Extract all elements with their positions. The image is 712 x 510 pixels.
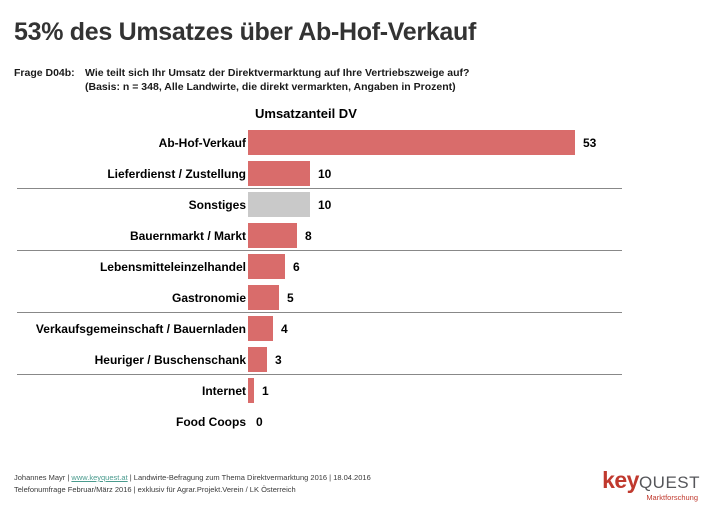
- bar-label: Lebensmitteleinzelhandel: [99, 259, 246, 274]
- footer-survey-info: | Landwirte-Befragung zum Thema Direktve…: [127, 473, 371, 482]
- keyquest-link[interactable]: www.keyquest.at: [71, 473, 128, 482]
- group-divider: [17, 250, 622, 251]
- bar-row: Gastronomie 5: [0, 282, 712, 313]
- bar: [248, 161, 310, 186]
- bar: [248, 192, 310, 217]
- bar-value: 6: [293, 259, 300, 274]
- question-label: Frage D04b:: [14, 67, 75, 79]
- question-line2: (Basis: n = 348, Alle Landwirte, die dir…: [85, 81, 456, 93]
- bar-row: Food Coops 0: [0, 406, 712, 437]
- bar: [248, 285, 279, 310]
- bar-row: Sonstiges 10: [0, 189, 712, 220]
- bar-row: Bauernmarkt / Markt 8: [0, 220, 712, 251]
- bar-row: Lebensmitteleinzelhandel 6: [0, 251, 712, 282]
- question-line1: Wie teilt sich Ihr Umsatz der Direktverm…: [85, 67, 470, 79]
- bar-label: Ab-Hof-Verkauf: [158, 135, 246, 150]
- group-divider: [17, 374, 622, 375]
- footer-author: Johannes Mayr |: [14, 473, 72, 482]
- question-text: Wie teilt sich Ihr Umsatz der Direktverm…: [85, 66, 634, 94]
- bar-label: Food Coops: [176, 414, 246, 429]
- group-divider: [17, 312, 622, 313]
- bar-label: Lieferdienst / Zustellung: [107, 166, 246, 181]
- bar: [248, 223, 297, 248]
- logo-subtitle: Marktforschung: [646, 493, 698, 502]
- bar-label: Verkaufsgemeinschaft / Bauernladen: [35, 321, 246, 336]
- logo-quest-text: QUEST: [638, 473, 700, 492]
- bar: [248, 130, 575, 155]
- logo-wordmark: keyQUEST: [602, 468, 700, 496]
- bar-rows: Ab-Hof-Verkauf 53 Lieferdienst / Zustellun…: [0, 127, 712, 437]
- bar-row: Ab-Hof-Verkauf 53: [0, 127, 712, 158]
- bar-value: 10: [318, 166, 332, 181]
- question-block: Frage D04b: Wie teilt sich Ihr Umsatz de…: [14, 66, 634, 94]
- bar-label: Sonstiges: [188, 197, 246, 212]
- bar-value: 4: [281, 321, 288, 336]
- bar-value: 1: [262, 383, 269, 398]
- footer-line2: Telefonumfrage Februar/März 2016 | exklu…: [14, 485, 296, 494]
- logo-key-text: key: [602, 467, 639, 493]
- chart-title: Umsatzanteil DV: [255, 106, 357, 121]
- bar-value: 5: [287, 290, 294, 305]
- bar-value: 53: [583, 135, 597, 150]
- footer-line1: Johannes Mayr | www.keyquest.at | Landwi…: [14, 472, 371, 484]
- bar: [248, 254, 285, 279]
- bar-value: 3: [275, 352, 282, 367]
- keyquest-logo: keyQUEST Marktforschung: [602, 468, 700, 502]
- footer: Johannes Mayr | www.keyquest.at | Landwi…: [14, 472, 371, 496]
- bar-chart: Ab-Hof-Verkauf 53 Lieferdienst / Zustellun…: [0, 127, 712, 437]
- bar-label: Bauernmarkt / Markt: [129, 228, 246, 243]
- bar-label: Heuriger / Buschenschank: [94, 352, 246, 367]
- bar-label: Internet: [201, 383, 246, 398]
- page-title: 53% des Umsatzes über Ab-Hof-Verkauf: [14, 18, 477, 46]
- bar-value: 0: [256, 414, 263, 429]
- bar: [248, 347, 267, 372]
- bar-value: 8: [305, 228, 312, 243]
- bar-value: 10: [318, 197, 332, 212]
- group-divider: [17, 188, 622, 189]
- bar-row: Verkaufsgemeinschaft / Bauernladen 4: [0, 313, 712, 344]
- bar: [248, 316, 273, 341]
- bar: [248, 378, 254, 403]
- bar-row: Lieferdienst / Zustellung 10: [0, 158, 712, 189]
- bar-label: Gastronomie: [171, 290, 246, 305]
- bar-row: Heuriger / Buschenschank 3: [0, 344, 712, 375]
- bar-row: Internet 1: [0, 375, 712, 406]
